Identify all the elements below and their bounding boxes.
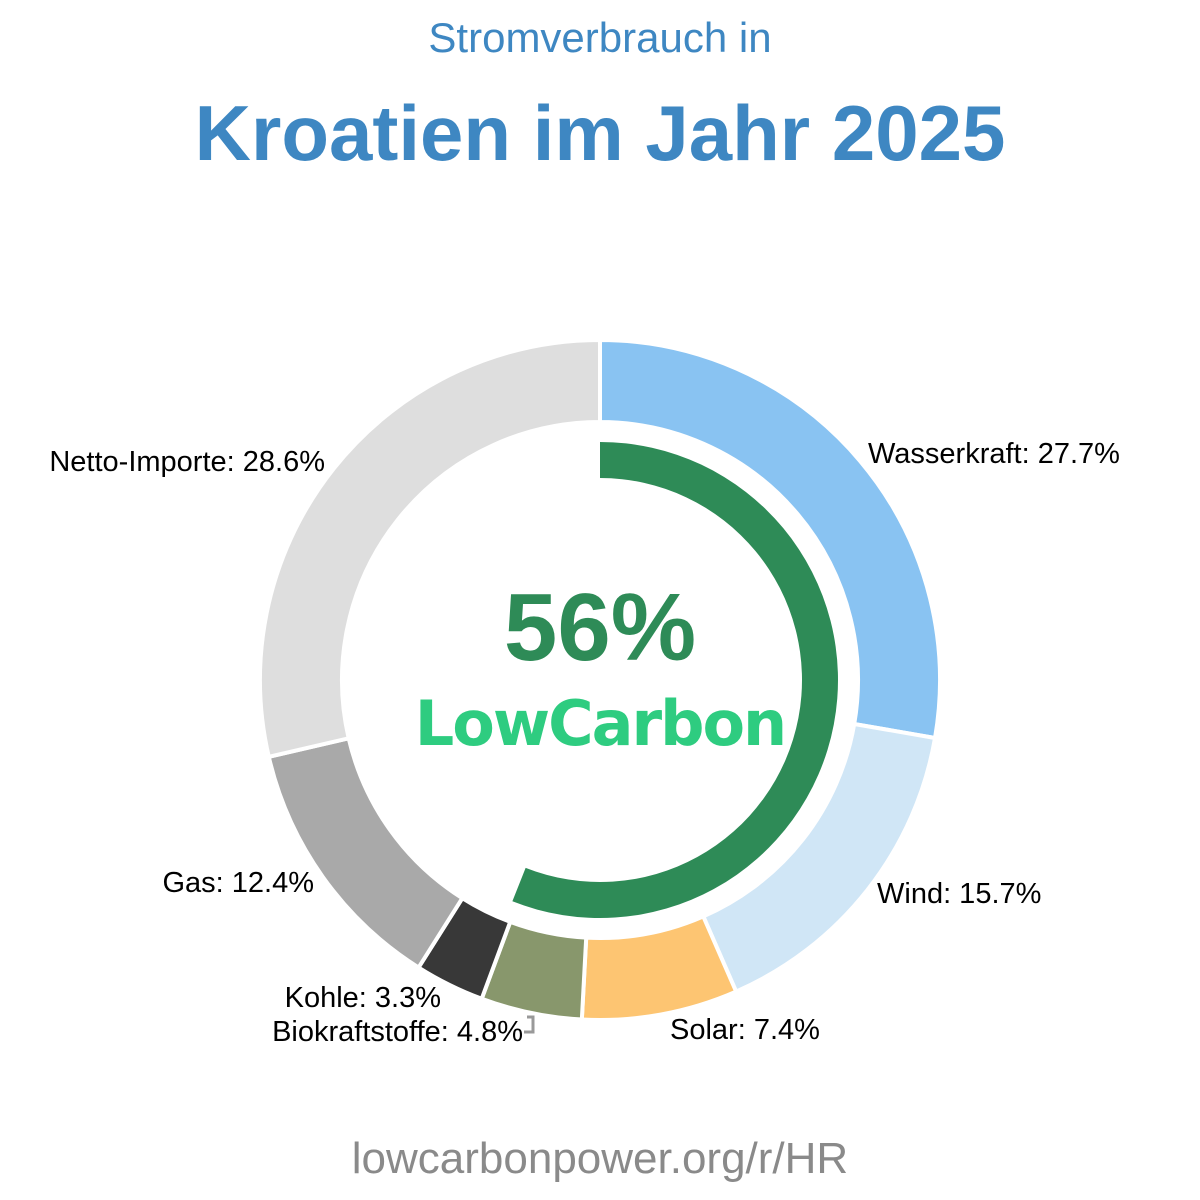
donut-segments xyxy=(258,337,942,1022)
segment-labels: Wasserkraft: 27.7% Wind: 15.7% Solar: 7.4%… xyxy=(49,438,1120,1048)
label-wasserkraft: Wasserkraft: 27.7% xyxy=(868,438,1120,470)
label-netto-importe: Netto-Importe: 28.6% xyxy=(49,446,325,478)
label-gas: Gas: 12.4% xyxy=(162,867,314,899)
low-carbon-brand: LowCarbon xyxy=(415,687,785,760)
label-leader-line xyxy=(524,1015,535,1034)
label-wind: Wind: 15.7% xyxy=(877,878,1041,910)
segment-netto-importe xyxy=(258,337,602,760)
low-carbon-percent: 56% xyxy=(504,574,696,681)
label-kohle: Kohle: 3.3% xyxy=(285,982,441,1014)
label-solar: Solar: 7.4% xyxy=(670,1014,820,1046)
source-url: lowcarbonpower.org/r/HR xyxy=(351,1134,849,1183)
chart-subtitle: Stromverbrauch in xyxy=(428,14,772,61)
label-biokraftstoffe: Biokraftstoffe: 4.8% xyxy=(272,1016,523,1048)
segment-wasserkraft xyxy=(598,337,942,741)
chart-title: Kroatien im Jahr 2025 xyxy=(194,89,1006,177)
segment-gas xyxy=(266,735,466,971)
